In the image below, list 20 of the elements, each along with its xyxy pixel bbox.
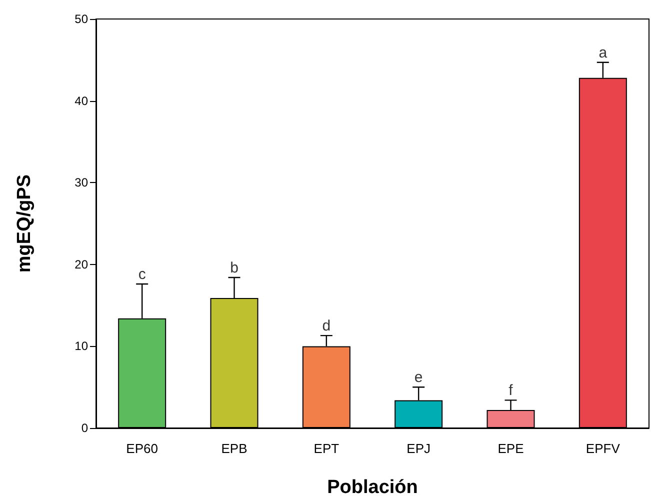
y-tick-label: 0: [81, 421, 88, 435]
y-tick-label: 20: [74, 257, 88, 272]
y-tick-label: 10: [74, 339, 88, 354]
x-tick-label: EPFV: [586, 441, 620, 456]
annotation: f: [508, 382, 514, 400]
annotation: b: [230, 259, 238, 276]
x-tick-label: EPT: [314, 441, 340, 456]
x-axis-title: Población: [327, 477, 418, 498]
annotation: d: [322, 318, 331, 335]
x-tick-label: EPB: [221, 441, 248, 456]
x-tick-label: EPE: [498, 441, 524, 456]
x-tick-label: EPJ: [406, 441, 431, 456]
annotation: e: [414, 369, 423, 386]
annotation: a: [598, 44, 608, 62]
y-tick-label: 40: [74, 94, 88, 108]
annotation: c: [138, 266, 146, 284]
y-tick-label: 30: [74, 176, 88, 190]
y-tick-label: 50: [74, 12, 88, 26]
y-axis-title: mgEQ/gPS: [14, 174, 35, 273]
x-tick-label: EP60: [126, 441, 158, 456]
